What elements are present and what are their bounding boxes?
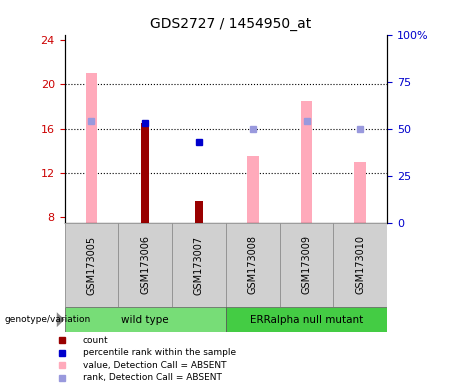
Text: rank, Detection Call = ABSENT: rank, Detection Call = ABSENT (83, 373, 221, 382)
Text: GDS2727 / 1454950_at: GDS2727 / 1454950_at (150, 17, 311, 31)
Bar (226, 223, 280, 307)
Text: GSM173007: GSM173007 (194, 235, 204, 295)
Text: GSM173010: GSM173010 (355, 235, 366, 295)
Text: wild type: wild type (121, 314, 169, 325)
Bar (301, 101, 313, 223)
Bar (118, 223, 172, 307)
Bar (142, 123, 149, 223)
Text: percentile rank within the sample: percentile rank within the sample (83, 348, 236, 357)
Bar (355, 162, 366, 223)
Bar (226, 307, 387, 332)
Bar (65, 223, 118, 307)
Bar (333, 223, 387, 307)
Bar (86, 73, 97, 223)
Text: genotype/variation: genotype/variation (5, 315, 91, 324)
Text: count: count (83, 336, 108, 345)
Text: GSM173009: GSM173009 (301, 235, 312, 295)
Text: GSM173005: GSM173005 (86, 235, 96, 295)
Text: GSM173008: GSM173008 (248, 235, 258, 295)
Bar (195, 200, 203, 223)
Bar (280, 223, 333, 307)
Text: value, Detection Call = ABSENT: value, Detection Call = ABSENT (83, 361, 226, 370)
Bar (172, 223, 226, 307)
Text: ERRalpha null mutant: ERRalpha null mutant (250, 314, 363, 325)
Bar (65, 307, 226, 332)
Bar (247, 156, 259, 223)
Text: GSM173006: GSM173006 (140, 235, 150, 295)
Polygon shape (57, 312, 65, 327)
